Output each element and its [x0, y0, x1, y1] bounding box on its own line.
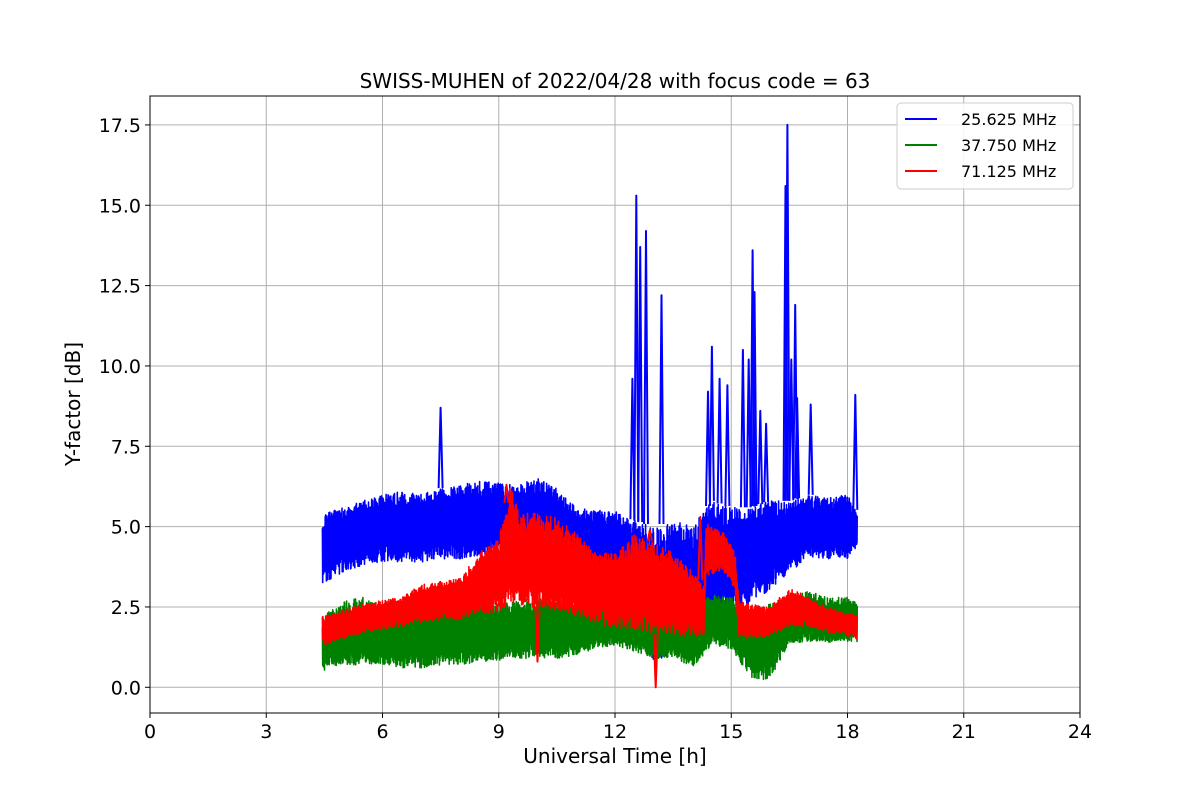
x-tick-label: 6	[376, 721, 388, 743]
series-line	[321, 478, 858, 660]
series-spike	[633, 194, 640, 521]
legend-box	[896, 102, 1074, 190]
x-tick-label: 18	[835, 721, 859, 743]
x-tick-label: 15	[719, 721, 743, 743]
legend: 25.625 MHz 37.750 MHz 71.125 MHz	[896, 102, 1074, 190]
series-spike	[784, 123, 791, 501]
y-axis-label: Y-factor [dB]	[61, 342, 85, 467]
series-spike	[652, 632, 659, 689]
series-layer	[321, 123, 859, 689]
series-spike	[658, 294, 665, 525]
legend-entry: 37.750 MHz	[961, 136, 1056, 155]
y-tick-label: 0.0	[111, 677, 141, 699]
series-spike	[852, 393, 859, 510]
series-spike	[807, 403, 814, 495]
y-tick-label: 10.0	[99, 356, 141, 378]
x-tick-label: 12	[603, 721, 627, 743]
y-tick-label: 7.5	[111, 436, 141, 458]
series-spike	[724, 384, 731, 507]
series-spike	[534, 610, 541, 663]
x-tick-label: 3	[260, 721, 272, 743]
series-0	[321, 123, 859, 660]
series-spike	[763, 422, 770, 503]
legend-entry: 71.125 MHz	[961, 162, 1056, 181]
series-spike	[739, 348, 746, 508]
legend-entry: 25.625 MHz	[961, 110, 1056, 129]
series-spike	[794, 397, 801, 499]
x-tick-label: 21	[952, 721, 976, 743]
series-spike	[757, 409, 764, 505]
series-spike	[708, 345, 715, 501]
series-2	[321, 483, 858, 689]
x-tick-label: 9	[493, 721, 505, 743]
x-tick-label: 0	[144, 721, 156, 743]
series-spike	[437, 406, 444, 489]
x-tick-label: 24	[1068, 721, 1092, 743]
y-tick-label: 2.5	[111, 597, 141, 619]
series-spike	[646, 528, 653, 541]
y-tick-label: 15.0	[99, 195, 141, 217]
series-spike	[637, 246, 644, 523]
x-axis-label: Universal Time [h]	[523, 744, 706, 768]
y-tick-label: 12.5	[99, 276, 141, 298]
series-spike	[751, 291, 758, 507]
ticks: 0 3 6 9 12 15 18 21 24 0.0 2.5 5.0 7.5 10.0 12.5 15.0 17…	[99, 115, 1092, 743]
series-spike	[788, 358, 795, 501]
y-tick-label: 17.5	[99, 115, 141, 137]
series-spike	[716, 377, 723, 504]
chart-title: SWISS-MUHEN of 2022/04/28 with focus cod…	[360, 69, 871, 93]
series-line	[321, 487, 858, 645]
series-spike	[503, 483, 510, 504]
y-tick-label: 5.0	[111, 517, 141, 539]
series-spike	[697, 516, 704, 581]
series-spike	[643, 230, 649, 525]
